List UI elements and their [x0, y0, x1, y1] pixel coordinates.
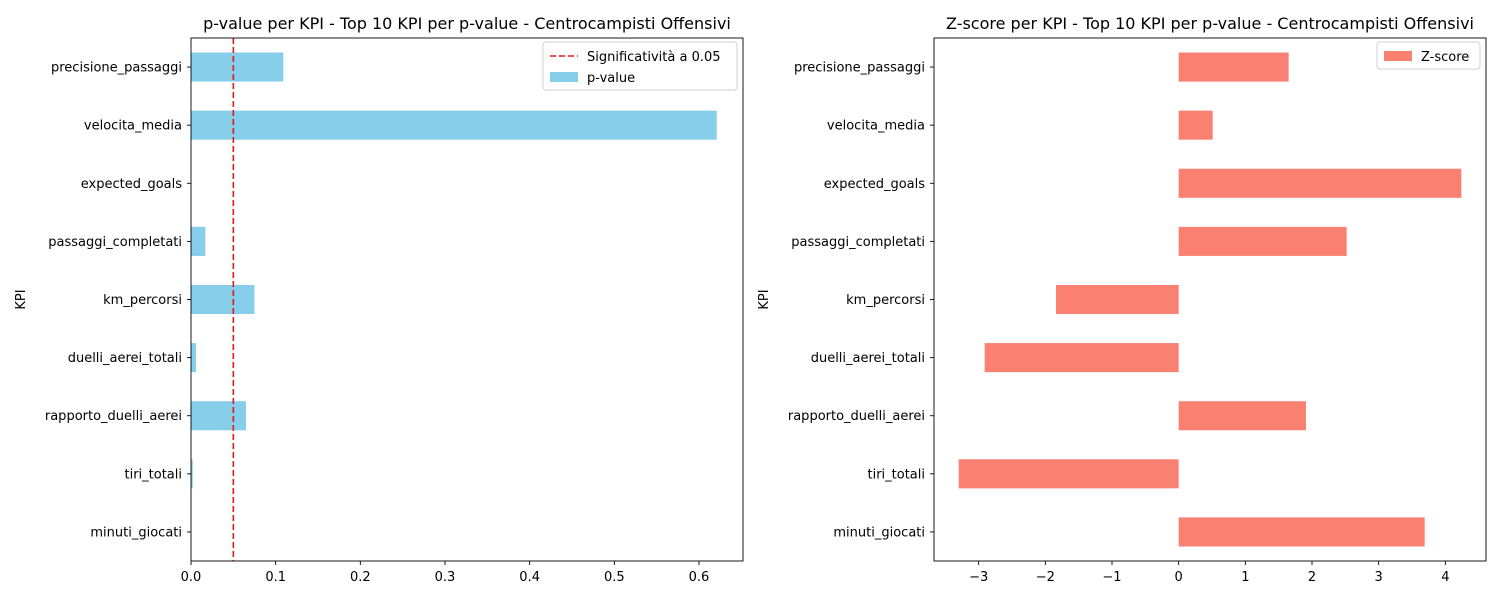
chart-panel-1: precisione_passaggi velocita_mediaexpecte…: [14, 14, 744, 585]
x-tick-label: 0.1: [265, 570, 286, 585]
x-tick-label: 0.4: [519, 570, 540, 585]
y-tick-label-km_percorsi: km_percorsi: [103, 293, 182, 308]
bar-tiri_totali: [191, 459, 193, 489]
x-tick-label: 4: [1441, 570, 1449, 585]
y-tick-label-passaggi_completati: passaggi_completati: [48, 235, 182, 250]
chart-panel-2: precisione_passaggi velocita_mediaexpecte…: [757, 14, 1487, 585]
legend-swatch-zscore: [1384, 51, 1412, 61]
bar-expected_goals: [1178, 168, 1462, 198]
bar-velocita_media: [191, 110, 717, 140]
y-axis-label: KPI: [14, 289, 29, 309]
y-tick-label-minuti_giocati: minuti_giocati: [90, 525, 182, 540]
y-tick-label-duelli_aerei_totali: duelli_aerei_totali: [68, 351, 182, 366]
bar-precisione_passaggi: [191, 52, 284, 82]
bar-km_percorsi: [191, 284, 255, 315]
bar-duelli_aerei_totali: [191, 343, 197, 373]
x-tick-label: 0.3: [435, 570, 456, 585]
y-tick-label-tiri_totali: tiri_totali: [867, 467, 925, 482]
bar-velocita_media: [1178, 110, 1213, 140]
chart-title: Z-score per KPI - Top 10 KPI per p-value…: [946, 14, 1474, 33]
x-tick-label: 1: [1241, 570, 1249, 585]
y-tick-label-velocita_media: velocita_media: [84, 119, 182, 134]
x-tick-label: 2: [1308, 570, 1316, 585]
bar-tiri_totali: [958, 459, 1179, 489]
bar-rapporto_duelli_aerei: [191, 401, 247, 431]
y-tick-label-velocita_media: velocita_media: [827, 119, 925, 134]
bar-km_percorsi: [1056, 284, 1179, 315]
legend-label-zscore: Z-score: [1421, 50, 1469, 65]
y-tick-label-minuti_giocati: minuti_giocati: [833, 525, 925, 540]
y-tick-label-passaggi_completati: passaggi_completati: [791, 235, 925, 250]
y-tick-label-precisione_passaggi: precisione_passaggi: [794, 61, 925, 76]
x-tick-label: −3: [969, 570, 988, 585]
y-tick-label-duelli_aerei_totali: duelli_aerei_totali: [811, 351, 925, 366]
x-tick-label: 0.2: [350, 570, 371, 585]
bar-rapporto_duelli_aerei: [1178, 401, 1306, 431]
x-tick-label: −1: [1102, 570, 1121, 585]
legend-label-pvalue: p-value: [587, 71, 635, 86]
legend: Significatività a 0.05 p-value: [542, 41, 738, 91]
x-tick-label: 0: [1175, 570, 1183, 585]
x-tick-label: −2: [1036, 570, 1055, 585]
bar-passaggi_completati: [191, 226, 206, 256]
legend-swatch-pvalue: [550, 72, 578, 82]
legend-label-significance: Significatività a 0.05: [587, 50, 721, 65]
y-tick-label-rapporto_duelli_aerei: rapporto_duelli_aerei: [45, 409, 182, 424]
y-tick-label-expected_goals: expected_goals: [824, 177, 925, 192]
y-tick-label-precisione_passaggi: precisione_passaggi: [51, 61, 182, 76]
x-tick-label: 0.0: [181, 570, 202, 585]
bar-minuti_giocati: [1178, 517, 1425, 547]
legend-box: [542, 41, 738, 91]
y-tick-label-km_percorsi: km_percorsi: [846, 293, 925, 308]
x-tick-label: 0.5: [604, 570, 625, 585]
legend-box: [1376, 41, 1481, 70]
bar-passaggi_completati: [1178, 226, 1347, 256]
y-tick-label-rapporto_duelli_aerei: rapporto_duelli_aerei: [788, 409, 925, 424]
bar-precisione_passaggi: [1178, 52, 1289, 82]
x-tick-label: 3: [1375, 570, 1383, 585]
x-tick-label: 0.6: [689, 570, 710, 585]
y-axis-label: KPI: [757, 289, 772, 309]
bar-duelli_aerei_totali: [984, 343, 1179, 373]
chart-title: p-value per KPI - Top 10 KPI per p-value…: [203, 14, 731, 33]
y-tick-label-expected_goals: expected_goals: [81, 177, 182, 192]
legend: Z-score: [1376, 41, 1481, 70]
y-tick-label-tiri_totali: tiri_totali: [124, 467, 182, 482]
